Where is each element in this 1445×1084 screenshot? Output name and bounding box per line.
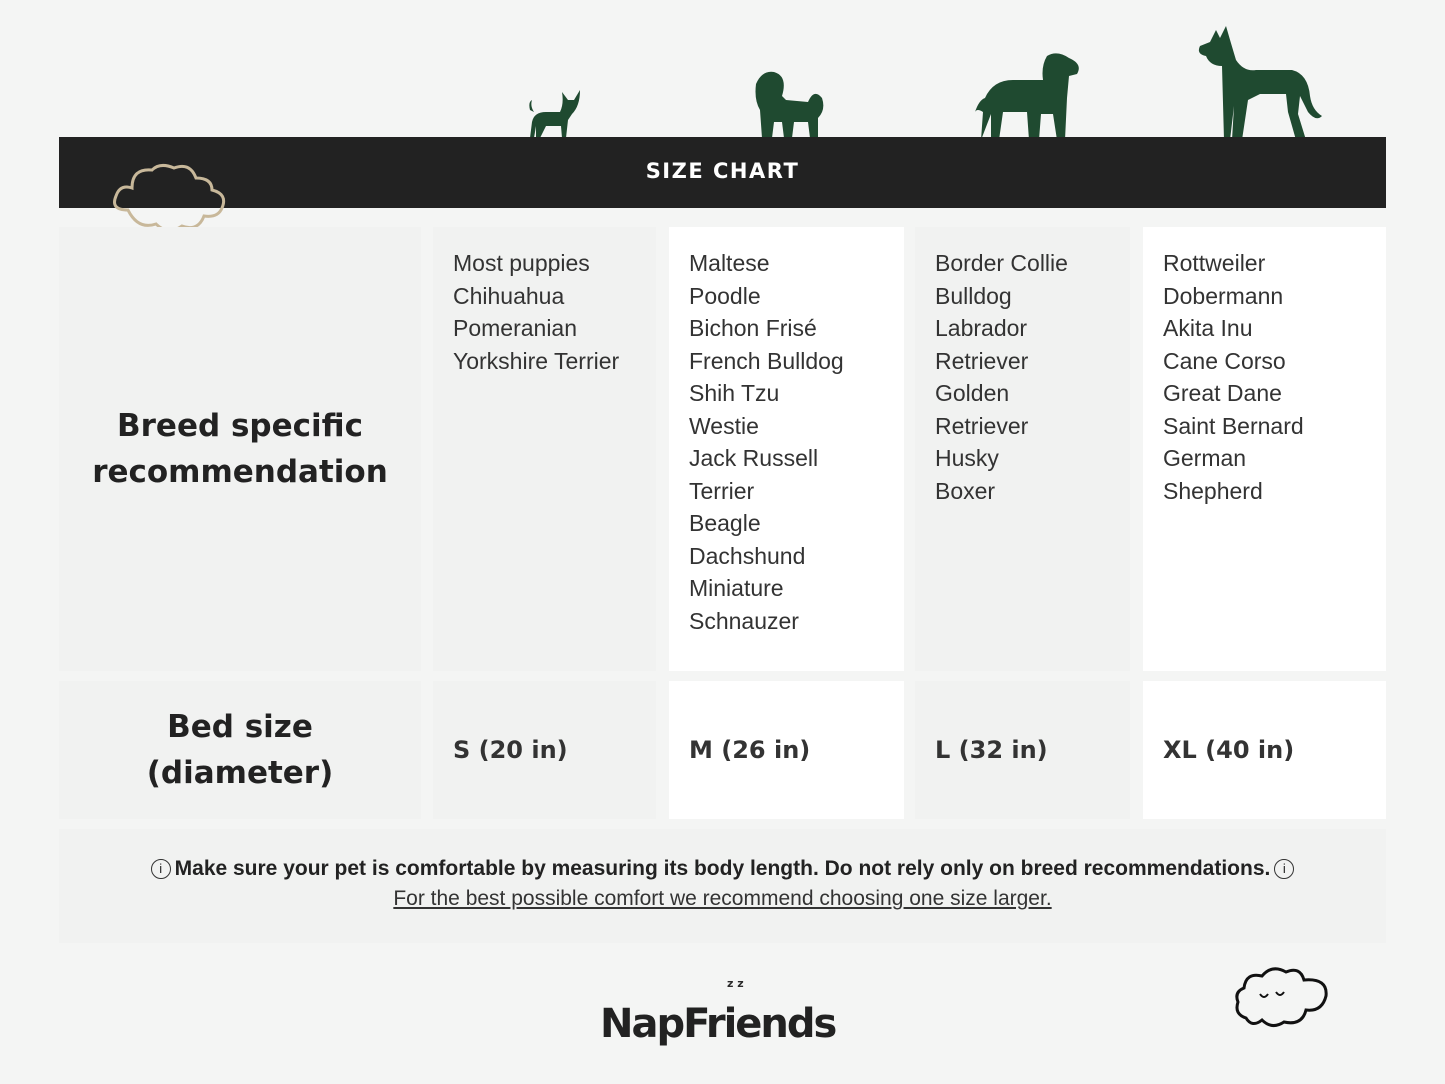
cloud-icon	[113, 163, 226, 232]
note-link[interactable]: For the best possible comfort we recomme…	[393, 887, 1052, 910]
breed-item: Boxer	[935, 477, 996, 504]
breed-item: Yorkshire Terrier	[453, 347, 620, 374]
note-line1: Make sure your pet is comfortable by mea…	[174, 857, 1271, 880]
breed-item: Cane Corso	[1163, 347, 1286, 374]
breed-item: Beagle	[689, 510, 761, 536]
napfriends-logo: NapFriends	[600, 1001, 837, 1047]
size-m: M (26 in)	[669, 681, 904, 819]
size-chart-header: SIZE CHART	[59, 137, 1386, 208]
breed-item: Shepherd	[1163, 477, 1263, 504]
breed-list-s: Most puppies Chihuahua Pomeranian Yorkshire…	[433, 227, 656, 671]
breed-item: Husky	[935, 445, 999, 471]
breed-item: German	[1163, 445, 1247, 471]
bed-row-label: Bed size (diameter)	[59, 681, 421, 819]
shepherd-icon	[1198, 26, 1322, 140]
retriever-icon	[975, 53, 1079, 140]
breed-item: Bichon Frisé	[689, 315, 817, 341]
breed-item: Poodle	[689, 282, 761, 309]
breed-item: Miniature	[689, 575, 784, 601]
breed-item: Bulldog	[935, 282, 1012, 309]
breed-item: Retriever	[935, 412, 1029, 439]
size-xl: XL (40 in)	[1143, 681, 1386, 819]
breed-item: Shih Tzu	[689, 380, 780, 406]
zz-mark: z z	[727, 977, 744, 990]
breed-item: Pomeranian	[453, 315, 578, 341]
size-s: S (20 in)	[433, 681, 656, 819]
breed-list-m: Maltese Poodle Bichon Frisé French Bulldog S…	[669, 227, 904, 671]
breed-list-xl: Rottweiler Dobermann Akita Inu Cane Corso Gr…	[1143, 227, 1386, 671]
chihuahua-icon	[529, 90, 580, 138]
breed-list-l: Border Collie Bulldog Labrador Retriever Gol…	[915, 227, 1130, 671]
breed-item: Border Collie	[935, 250, 1068, 276]
info-icon: i	[1274, 859, 1295, 879]
breed-item: Maltese	[689, 250, 770, 276]
poodle-icon	[755, 71, 824, 138]
breed-item: Jack Russell	[689, 445, 819, 471]
size-l: L (32 in)	[915, 681, 1130, 819]
breed-item: Great Dane	[1163, 380, 1282, 406]
breed-item: Westie	[689, 412, 759, 439]
sleeping-cloud-icon	[1235, 967, 1328, 1027]
breed-label-text: Breed specific recommendation	[92, 408, 388, 490]
breed-item: Golden	[935, 380, 1010, 406]
breed-row-label: Breed specific recommendation	[59, 227, 421, 671]
breed-item: French Bulldog	[689, 347, 844, 374]
header-title: SIZE CHART	[645, 159, 800, 183]
breed-item: Labrador	[935, 315, 1028, 341]
breed-item: Terrier	[689, 477, 755, 504]
breed-item: Most puppies	[453, 250, 590, 276]
info-icon: i	[150, 859, 171, 879]
breed-item: Saint Bernard	[1163, 412, 1304, 439]
breed-item: Retriever	[935, 347, 1029, 374]
breed-item: Dachshund	[689, 542, 806, 569]
breed-item: Rottweiler	[1163, 250, 1266, 276]
breed-item: Chihuahua	[453, 282, 565, 309]
breed-item: Dobermann	[1163, 282, 1284, 309]
bed-label-text: Bed size (diameter)	[146, 709, 334, 791]
note-box: i Make sure your pet is comfortable by me…	[59, 829, 1386, 943]
breed-item: Schnauzer	[689, 607, 799, 634]
breed-item: Akita Inu	[1163, 315, 1253, 341]
